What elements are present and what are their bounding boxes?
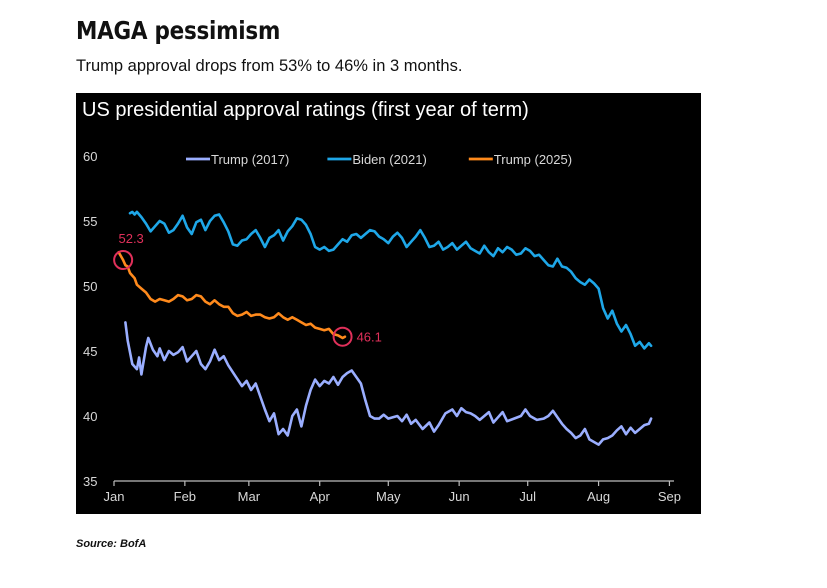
approval-line-chart: US presidential approval ratings (first …: [82, 99, 681, 504]
x-tick-label-aug: Aug: [587, 489, 610, 504]
y-tick-label-55: 55: [83, 214, 97, 229]
headline: MAGA pessimism: [76, 16, 281, 45]
source-note: Source: BofA: [76, 538, 147, 550]
series-line-2: [128, 210, 653, 350]
y-tick-label-45: 45: [83, 344, 97, 359]
x-tick-label-jan: Jan: [104, 489, 125, 504]
x-axis: Jan Feb Mar Apr May Jun Jul Aug Sep: [104, 480, 681, 504]
subheadline: Trump approval drops from 53% to 46% in …: [76, 57, 463, 75]
annotation-circle-1: [113, 250, 134, 270]
y-tick-label-35: 35: [83, 474, 97, 489]
x-tick-label-apr: Apr: [310, 489, 331, 504]
y-tick-label-50: 50: [83, 279, 97, 294]
series-lines: [117, 210, 653, 446]
series-line-3: [117, 250, 347, 340]
x-tick-label-sep: Sep: [658, 489, 681, 504]
legend-label-3: Trump (2025): [494, 152, 572, 167]
x-tick-label-jul: Jul: [519, 489, 536, 504]
legend-label-2: Biden (2021): [352, 152, 426, 167]
y-tick-label-40: 40: [83, 409, 97, 424]
annotations: 52.3 46.1: [113, 231, 382, 347]
annotation-circle-2: [332, 326, 353, 347]
legend-label-1: Trump (2017): [211, 152, 289, 167]
x-tick-label-jun: Jun: [449, 489, 470, 504]
y-tick-label-60: 60: [83, 149, 97, 164]
annotation-label-1: 52.3: [118, 231, 143, 246]
legend: Trump (2017) Biden (2021) Trump (2025): [186, 152, 572, 167]
x-tick-label-feb: Feb: [174, 489, 196, 504]
chart-panel: US presidential approval ratings (first …: [76, 93, 701, 514]
x-tick-label-may: May: [376, 489, 401, 504]
series-line-1: [124, 321, 653, 446]
annotation-label-2: 46.1: [357, 330, 382, 345]
x-tick-label-mar: Mar: [238, 489, 261, 504]
y-axis-tick-labels: 35 40 45 50 55 60: [83, 149, 97, 489]
chart-title: US presidential approval ratings (first …: [82, 99, 529, 121]
